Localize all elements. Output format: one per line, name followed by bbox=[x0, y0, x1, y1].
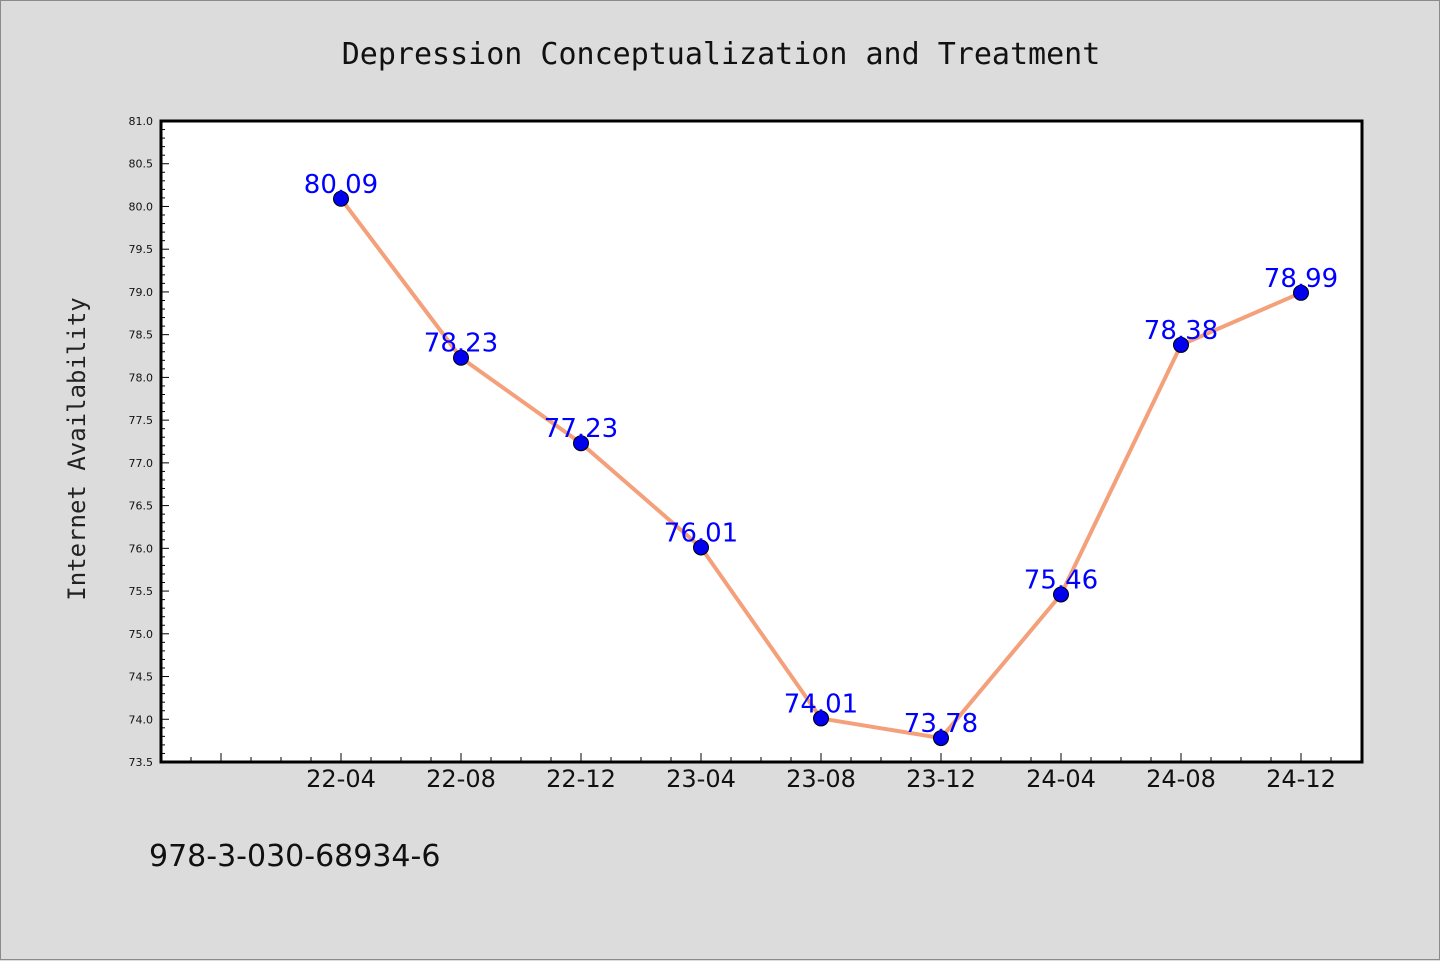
data-point bbox=[333, 190, 349, 207]
y-tick-label: 81.0 bbox=[129, 115, 154, 128]
y-tick-label: 79.0 bbox=[129, 286, 154, 299]
x-tick-label: 24-04 bbox=[1026, 765, 1096, 793]
y-tick-label: 80.0 bbox=[129, 200, 154, 213]
data-point bbox=[813, 710, 829, 727]
y-tick-label: 75.0 bbox=[129, 628, 154, 641]
plot-border bbox=[159, 119, 1364, 764]
y-tick-label: 77.0 bbox=[129, 457, 154, 470]
data-label: 74.01 bbox=[784, 689, 858, 719]
chart-title: Depression Conceptualization and Treatme… bbox=[342, 37, 1101, 72]
data-point bbox=[933, 730, 949, 747]
data-labels: 80.09 78.23 77.23 76.01 74.01 73.78 75.46 78.38… bbox=[304, 170, 1338, 739]
x-tick-label: 22-12 bbox=[546, 765, 616, 793]
y-tick-label: 74.0 bbox=[129, 713, 154, 726]
data-label: 80.09 bbox=[304, 170, 378, 200]
data-label: 78.23 bbox=[424, 329, 498, 359]
data-point bbox=[1053, 586, 1069, 603]
x-tick-label: 24-12 bbox=[1266, 765, 1336, 793]
data-label: 78.99 bbox=[1264, 264, 1338, 294]
y-tick-label: 78.5 bbox=[129, 329, 154, 342]
data-label: 73.78 bbox=[904, 709, 978, 739]
data-point bbox=[453, 349, 469, 366]
y-tick-label: 78.0 bbox=[129, 371, 154, 384]
series-layer bbox=[333, 190, 1309, 747]
x-tick-label: 22-04 bbox=[306, 765, 376, 793]
data-label: 77.23 bbox=[544, 414, 618, 444]
x-tick-label: 24-08 bbox=[1146, 765, 1216, 793]
data-point bbox=[693, 539, 709, 556]
data-point bbox=[573, 435, 589, 452]
y-tick-label: 73.5 bbox=[129, 756, 154, 769]
data-label: 78.38 bbox=[1144, 316, 1218, 346]
x-tick-label: 22-08 bbox=[426, 765, 496, 793]
y-tick-label: 76.5 bbox=[129, 500, 154, 513]
isbn-text: 978-3-030-68934-6 bbox=[149, 839, 440, 874]
plot-area bbox=[161, 121, 1362, 762]
y-tick-label: 76.0 bbox=[129, 542, 154, 555]
y-tick-label: 80.5 bbox=[129, 158, 154, 171]
data-label: 76.01 bbox=[664, 518, 738, 548]
y-tick-label: 75.5 bbox=[129, 585, 154, 598]
x-tick-label: 23-04 bbox=[666, 765, 736, 793]
x-tick-label: 23-08 bbox=[786, 765, 856, 793]
y-tick-label: 79.5 bbox=[129, 243, 154, 256]
data-label: 75.46 bbox=[1024, 565, 1098, 595]
x-axis: 22-04 22-08 22-12 23-04 23-08 23-12 24-04 24-08… bbox=[190, 753, 1362, 793]
data-point bbox=[1293, 284, 1309, 301]
data-point bbox=[1173, 336, 1189, 353]
y-tick-label: 74.5 bbox=[129, 671, 154, 684]
y-tick-label: 77.5 bbox=[129, 414, 154, 427]
x-tick-label: 23-12 bbox=[906, 765, 976, 793]
y-axis-label: Internet Availability bbox=[63, 297, 91, 600]
